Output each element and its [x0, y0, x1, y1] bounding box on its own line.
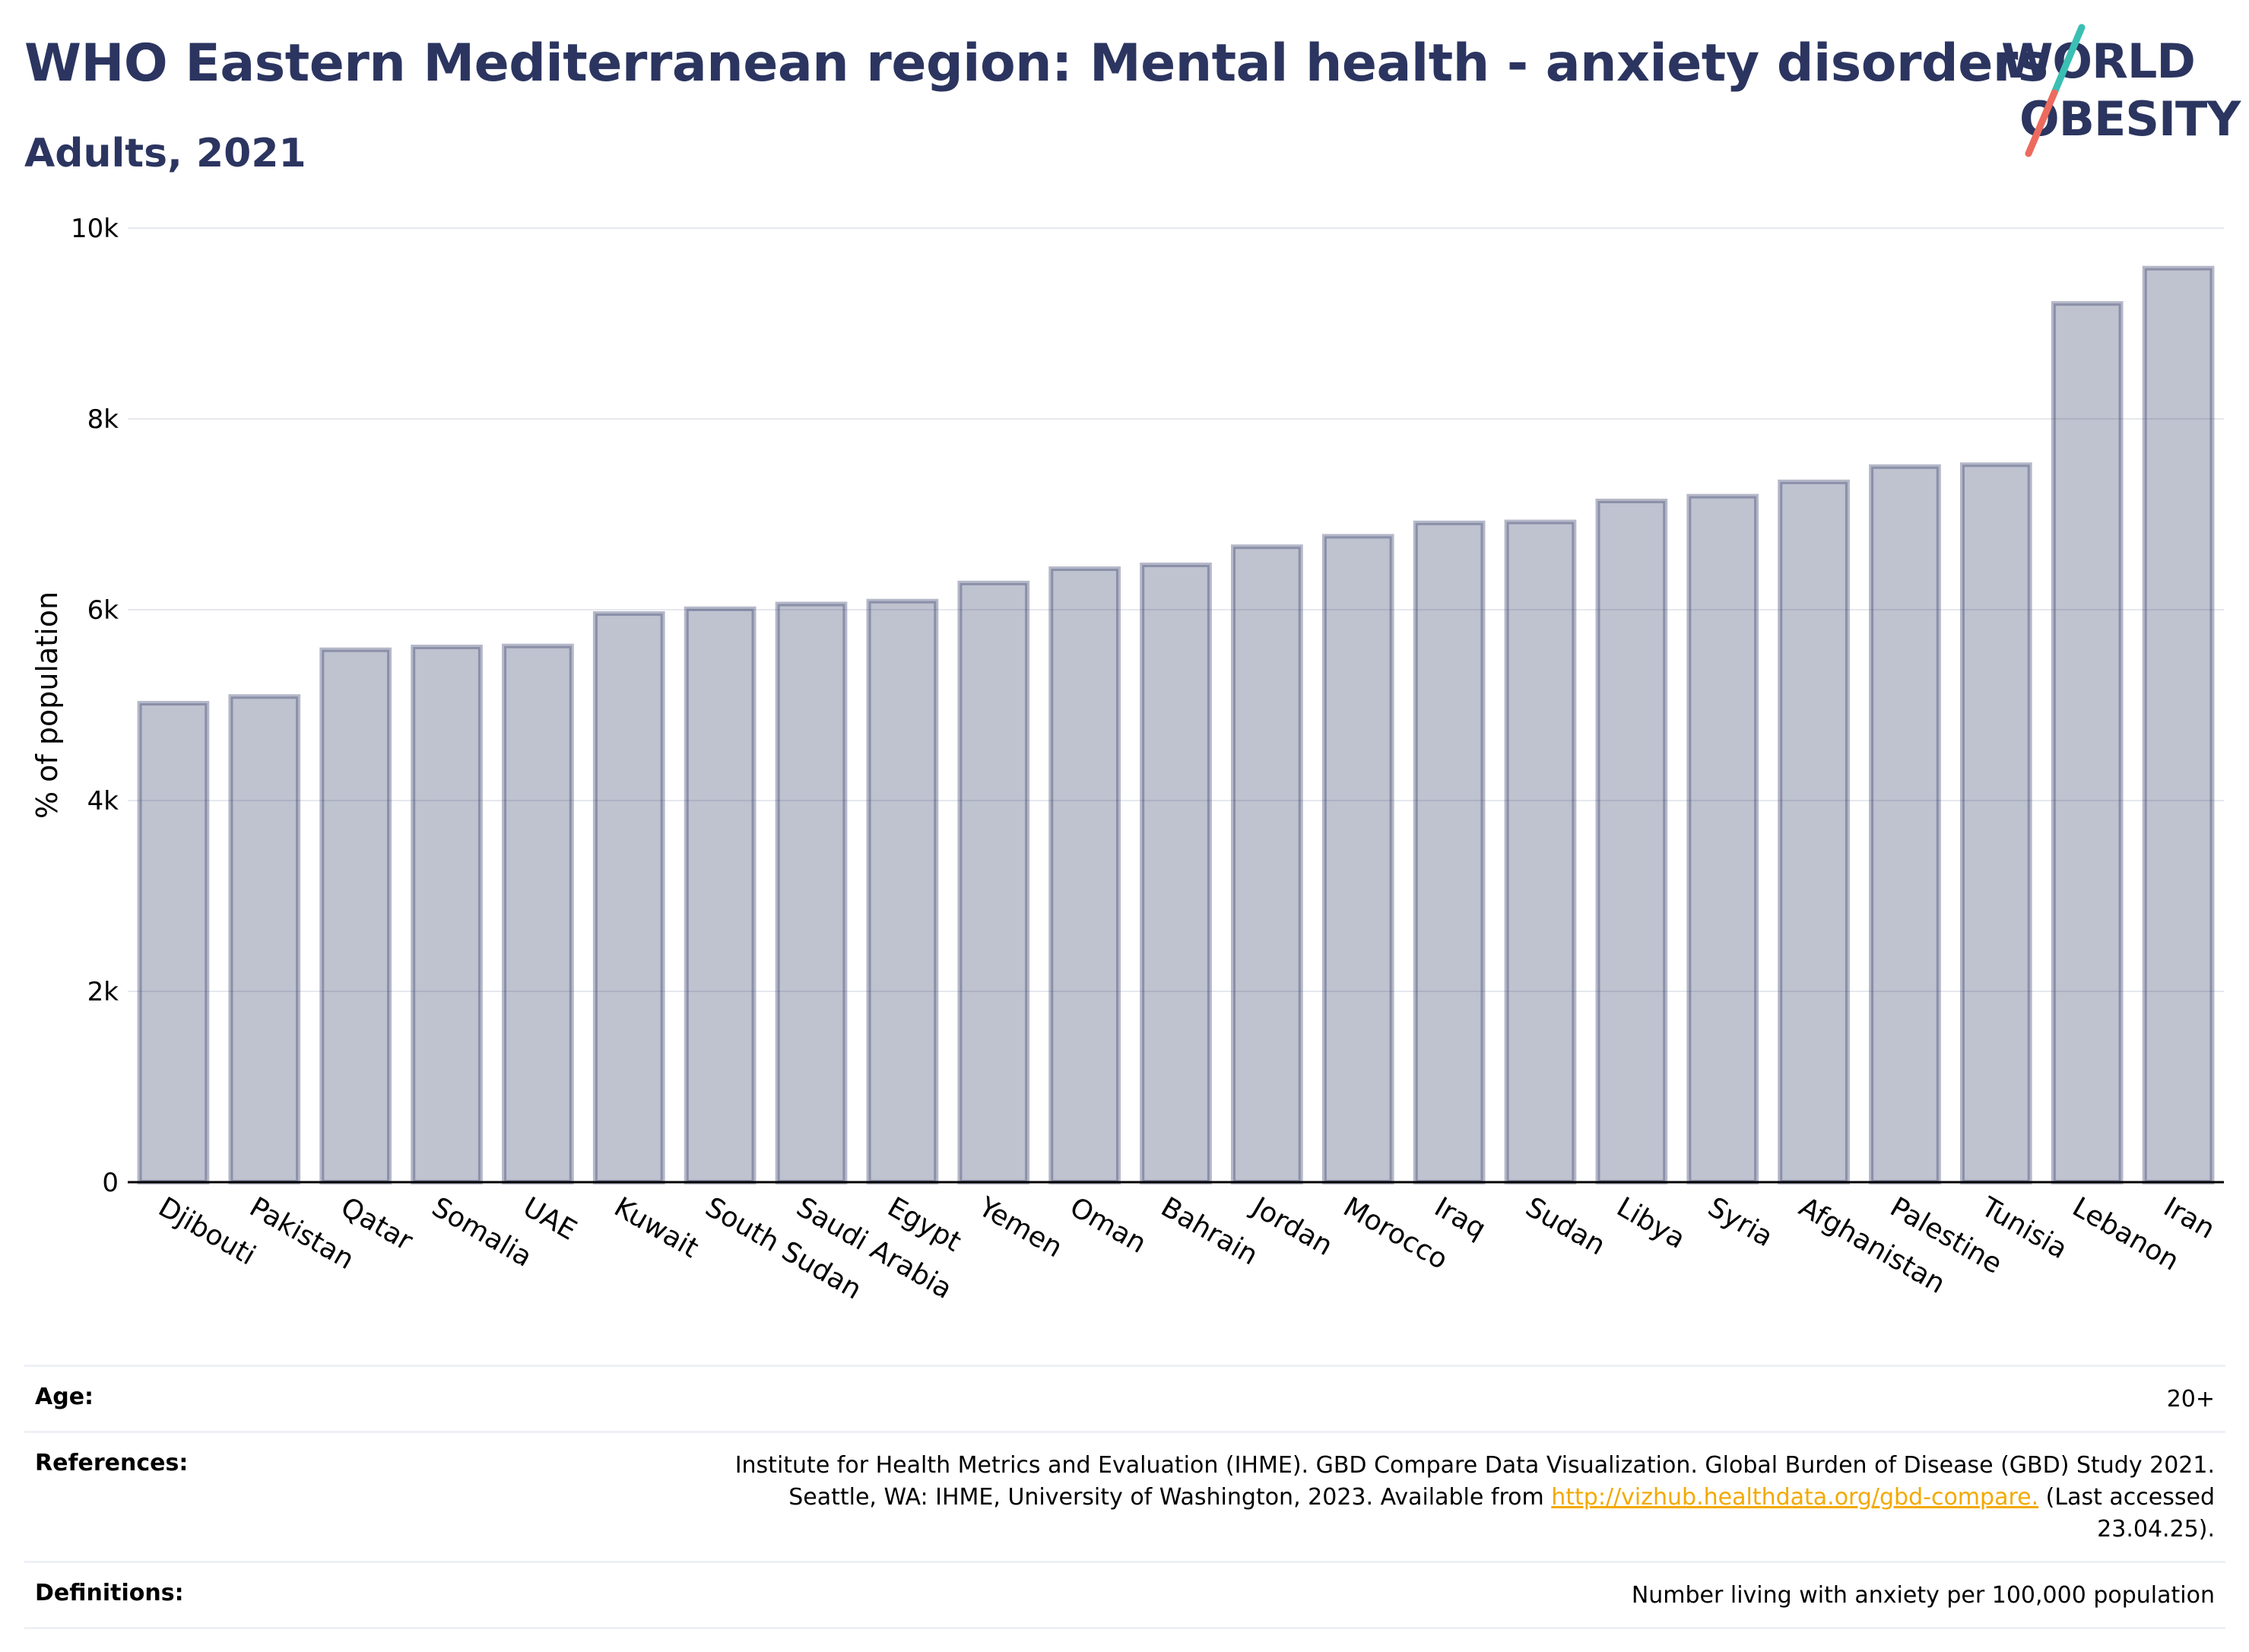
definitions-label: Definitions:: [35, 1580, 184, 1606]
y-tick-label: 10k: [71, 214, 119, 244]
x-tick-label: Oman: [1064, 1191, 1151, 1260]
x-tick-label: Morocco: [1338, 1191, 1453, 1276]
x-tick-label: Somalia: [427, 1191, 537, 1273]
bar: [1140, 563, 1212, 1184]
bar: [957, 580, 1030, 1184]
y-tick-label: 2k: [87, 977, 119, 1007]
x-tick-label: Sudan: [1520, 1191, 1610, 1261]
x-tick-label: Libya: [1611, 1191, 1690, 1255]
x-tick-label: Iran: [2159, 1191, 2220, 1245]
bar: [1959, 462, 2032, 1184]
bar: [1231, 544, 1303, 1184]
age-label: Age:: [35, 1384, 94, 1410]
bar: [1686, 493, 1759, 1184]
references-link[interactable]: http://vizhub.healthdata.org/gbd-compare…: [1551, 1484, 2039, 1511]
age-value: 20+: [2166, 1386, 2215, 1413]
bar: [592, 611, 665, 1184]
y-axis-label: % of population: [30, 591, 64, 819]
x-tick-label: Syria: [1702, 1191, 1778, 1253]
bar: [2051, 301, 2124, 1184]
chart-subtitle: Adults, 2021: [24, 131, 306, 176]
bar: [866, 598, 939, 1184]
y-tick-label: 0: [102, 1168, 119, 1198]
x-tick-label: Pakistan: [244, 1191, 359, 1276]
y-tick-label: 4k: [87, 786, 119, 816]
svg-text:OBESITY: OBESITY: [2019, 91, 2241, 147]
world-obesity-logo: WORLD OBESITY: [2001, 24, 2242, 157]
bar: [1869, 464, 1941, 1184]
x-tick-label: Djibouti: [153, 1191, 260, 1271]
references-text-4: 23.04.25).: [2097, 1516, 2215, 1543]
x-tick-label: Yemen: [972, 1191, 1067, 1264]
bar: [137, 700, 210, 1184]
references-label: References:: [35, 1450, 189, 1476]
x-tick-label: Iraq: [1429, 1191, 1491, 1245]
bar: [319, 647, 392, 1184]
x-tick-label: Jordan: [1245, 1191, 1337, 1262]
references-text-3: (Last accessed: [2045, 1484, 2215, 1511]
bar: [2142, 265, 2215, 1185]
y-tick-label: 8k: [87, 404, 119, 435]
references-value: Institute for Health Metrics and Evaluat…: [735, 1450, 2215, 1546]
x-tick-label: South Sudan: [700, 1191, 867, 1305]
x-tick-label: Bahrain: [1156, 1191, 1263, 1271]
info-table: Age: 20+ References: Institute for Healt…: [24, 1365, 2225, 1629]
x-tick-label: UAE: [518, 1191, 582, 1246]
bar: [1504, 519, 1577, 1184]
bar: [1413, 520, 1486, 1184]
info-row-definitions: Definitions: Number living with anxiety …: [24, 1561, 2225, 1629]
bar: [1321, 534, 1394, 1184]
svg-text:WORLD: WORLD: [2001, 33, 2195, 89]
references-text-2: Seattle, WA: IHME, University of Washing…: [788, 1484, 1544, 1511]
bar: [411, 644, 483, 1184]
chart-title: WHO Eastern Mediterranean region: Mental…: [24, 33, 2048, 94]
info-row-age: Age: 20+: [24, 1365, 2225, 1431]
bar: [1048, 566, 1121, 1184]
y-tick-label: 6k: [87, 595, 119, 626]
references-text-1: Institute for Health Metrics and Evaluat…: [734, 1452, 2215, 1479]
x-tick-label: Kuwait: [609, 1191, 704, 1264]
bar: [1778, 479, 1850, 1184]
bar: [1595, 498, 1668, 1184]
x-tick-label: Saudi Arabia: [791, 1191, 957, 1305]
bar: [228, 694, 301, 1184]
bar: [775, 601, 848, 1184]
definitions-value: Number living with anxiety per 100,000 p…: [1631, 1582, 2215, 1609]
info-row-references: References: Institute for Health Metrics…: [24, 1431, 2225, 1561]
bar: [684, 606, 757, 1184]
bar: [502, 643, 574, 1184]
